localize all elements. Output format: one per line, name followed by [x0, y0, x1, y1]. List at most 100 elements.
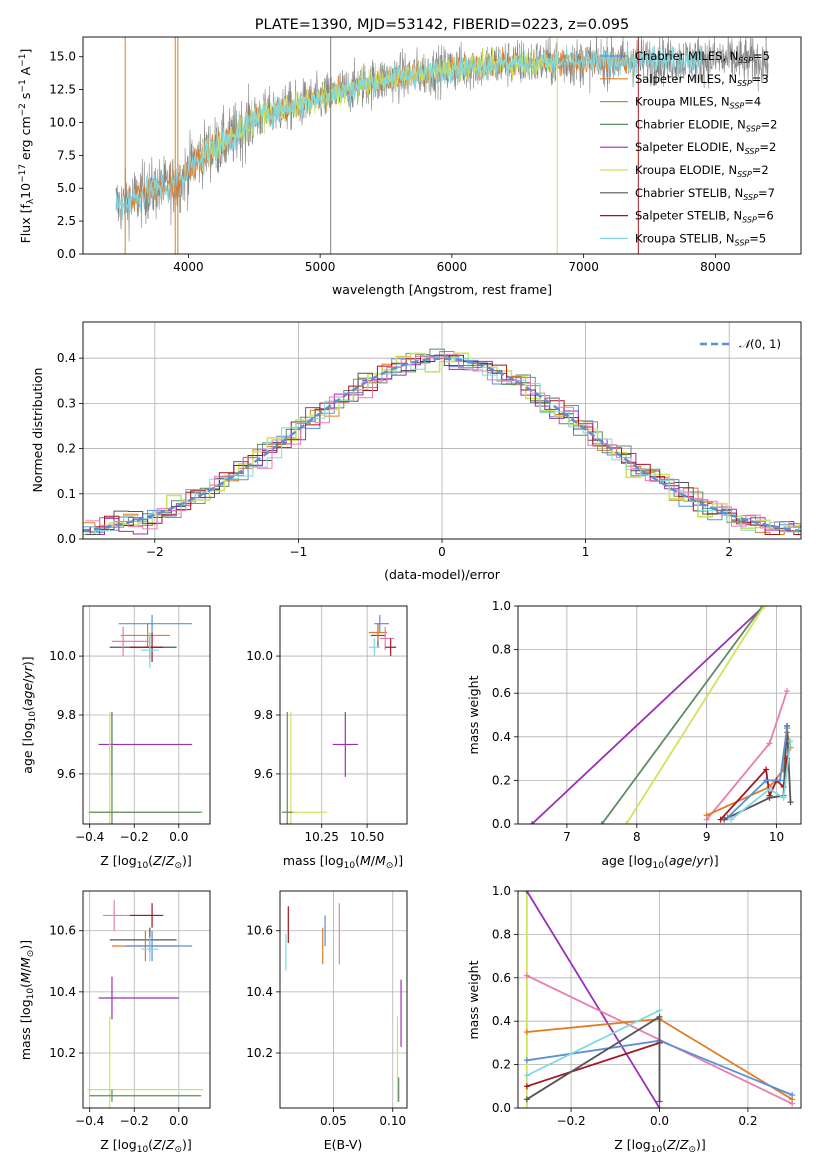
axes-frame [82, 890, 211, 1109]
tick-label-y: 0.1 [57, 487, 76, 501]
tick-label-x: 10 [769, 830, 784, 844]
tick-label-x: 0.0 [650, 1114, 669, 1128]
spectrum-ylabel: Flux [fλ10−17 erg cm−2 s−1 A−1] [18, 49, 36, 244]
tick-label-y: 15.0 [49, 50, 76, 64]
weight-series [625, 606, 765, 824]
tick-label-y: 0.6 [492, 971, 511, 985]
tick-label-y: 9.6 [57, 767, 76, 781]
age-vs-mass-xlabel: mass [log10(M/M⊙)] [283, 853, 403, 871]
tick-label-y: 10.0 [246, 649, 273, 663]
weight-series [601, 606, 764, 824]
tick-label-x: 5000 [305, 260, 336, 274]
tick-label-x: 8 [633, 830, 641, 844]
tick-label-x: 10.25 [305, 830, 339, 844]
tick-label-x: 0.0 [169, 830, 188, 844]
axes-frame [517, 605, 802, 825]
legend-label: Salpeter ELODIE, NSSP=2 [635, 140, 776, 156]
tick-label-x: −0.4 [75, 830, 104, 844]
mass_weight_vs_age-lines [528, 606, 794, 824]
tick-label-y: 7.5 [57, 148, 76, 162]
tick-label-x: 7 [563, 830, 571, 844]
axes-frame [82, 36, 802, 255]
mass-weight-vs-age-xlabel: age [log10(age/yr)] [601, 853, 718, 871]
tick-label-x: 0.2 [738, 1114, 757, 1128]
residual-histograms [83, 348, 801, 536]
spectrum-series-observed [115, 37, 769, 242]
legend-label: Chabrier STELIB, NSSP=7 [635, 186, 775, 202]
mass-vs-ebv-axes [280, 891, 407, 1108]
spectrum-title: PLATE=1390, MJD=53142, FIBERID=0223, z=0… [255, 17, 629, 33]
tick-label-y: 10.2 [246, 1046, 273, 1060]
weight-series [730, 741, 792, 821]
mass-vs-z-axes [83, 891, 210, 1108]
legend-label: Kroupa STELIB, NSSP=5 [635, 231, 766, 247]
residuals-ylabel: Normed distribution [30, 368, 45, 493]
tick-label-y: 9.8 [254, 708, 273, 722]
tick-label-x: −0.2 [556, 1114, 585, 1128]
tick-label-y: 10.4 [246, 985, 273, 999]
tick-label-y: 10.4 [49, 985, 76, 999]
tick-label-x: 0.0 [169, 1114, 188, 1128]
tick-label-y: 0.4 [492, 730, 511, 744]
axes-frame [279, 890, 408, 1109]
tick-label-x: 7000 [568, 260, 599, 274]
mass-weight-vs-z-xlabel: Z [log10(Z/Z⊙)] [614, 1137, 706, 1155]
spectrum-legend: Chabrier MILES, NSSP=5 Salpeter MILES, NS… [600, 49, 777, 247]
tick-label-y: 10.6 [49, 924, 76, 938]
residuals-legend: 𝒩(0, 1) [700, 337, 781, 351]
tick-label-x: 0.10 [379, 1114, 406, 1128]
legend-label: Chabrier ELODIE, NSSP=2 [635, 117, 777, 133]
legend-label: Kroupa MILES, NSSP=4 [635, 95, 761, 111]
age-vs-z-ylabel: age [log10(age/yr)] [20, 656, 38, 773]
tick-label-y: 10.0 [49, 115, 76, 129]
spectrum-xlabel: wavelength [Angstrom, rest frame] [332, 282, 552, 297]
tick-label-x: −2 [146, 545, 164, 559]
tick-label-y: 10.6 [246, 924, 273, 938]
age_vs_Z-points [87, 614, 204, 824]
legend-label: Salpeter MILES, NSSP=3 [635, 72, 769, 88]
tick-label-y: 0.2 [57, 442, 76, 456]
tick-label-y: 0.0 [57, 247, 76, 261]
tick-label-y: 0.0 [57, 532, 76, 546]
legend-label: Salpeter STELIB, NSSP=6 [635, 209, 774, 225]
mass_weight_vs_Z-lines [523, 891, 796, 1108]
tick-label-y: 0.0 [492, 1101, 511, 1115]
tick-label-y: 9.8 [57, 708, 76, 722]
tick-label-y: 9.6 [254, 767, 273, 781]
tick-label-y: 1.0 [492, 599, 511, 613]
tick-label-y: 10.0 [49, 649, 76, 663]
weight-series [531, 606, 765, 824]
legend-label: 𝒩(0, 1) [739, 337, 781, 351]
mass-vs-z-ylabel: mass [log10(M/M⊙)] [18, 940, 36, 1060]
tick-label-x: −0.4 [75, 1114, 104, 1128]
tick-label-y: 12.5 [49, 83, 76, 97]
tick-label-y: 10.2 [49, 1046, 76, 1060]
tick-label-x: 2 [725, 545, 733, 559]
tick-label-y: 2.5 [57, 214, 76, 228]
tick-label-y: 0.4 [492, 1014, 511, 1028]
tick-label-x: 0 [438, 545, 446, 559]
mass_vs_ebv-points [285, 903, 402, 1102]
mass_vs_Z-points [87, 900, 204, 1108]
tick-label-y: 0.6 [492, 686, 511, 700]
tick-label-y: 0.0 [492, 817, 511, 831]
weight-series [526, 891, 661, 1108]
tick-label-y: 5.0 [57, 181, 76, 195]
age-vs-z-xlabel: Z [log10(Z/Z⊙)] [100, 853, 192, 871]
tick-label-y: 0.8 [492, 643, 511, 657]
tick-label-y: 0.4 [57, 351, 76, 365]
tick-label-y: 1.0 [492, 884, 511, 898]
gaussian-curve [83, 357, 801, 533]
histogram-series [83, 352, 801, 536]
mass-weight-vs-z-ylabel: mass weight [466, 960, 481, 1039]
age_vs_mass-points [281, 614, 397, 824]
tick-label-y: 0.3 [57, 396, 76, 410]
ticks-layer: 4000 5000 6000 7000 80000.02.55.07.510.012.5… [49, 50, 784, 1128]
tick-label-x: 6000 [437, 260, 468, 274]
tick-label-x: 9 [703, 830, 711, 844]
mass-weight-vs-age-ylabel: mass weight [466, 675, 481, 754]
tick-label-x: 0.05 [320, 1114, 347, 1128]
tick-label-x: −0.2 [120, 830, 149, 844]
residuals-xlabel: (data-model)/error [384, 567, 501, 582]
